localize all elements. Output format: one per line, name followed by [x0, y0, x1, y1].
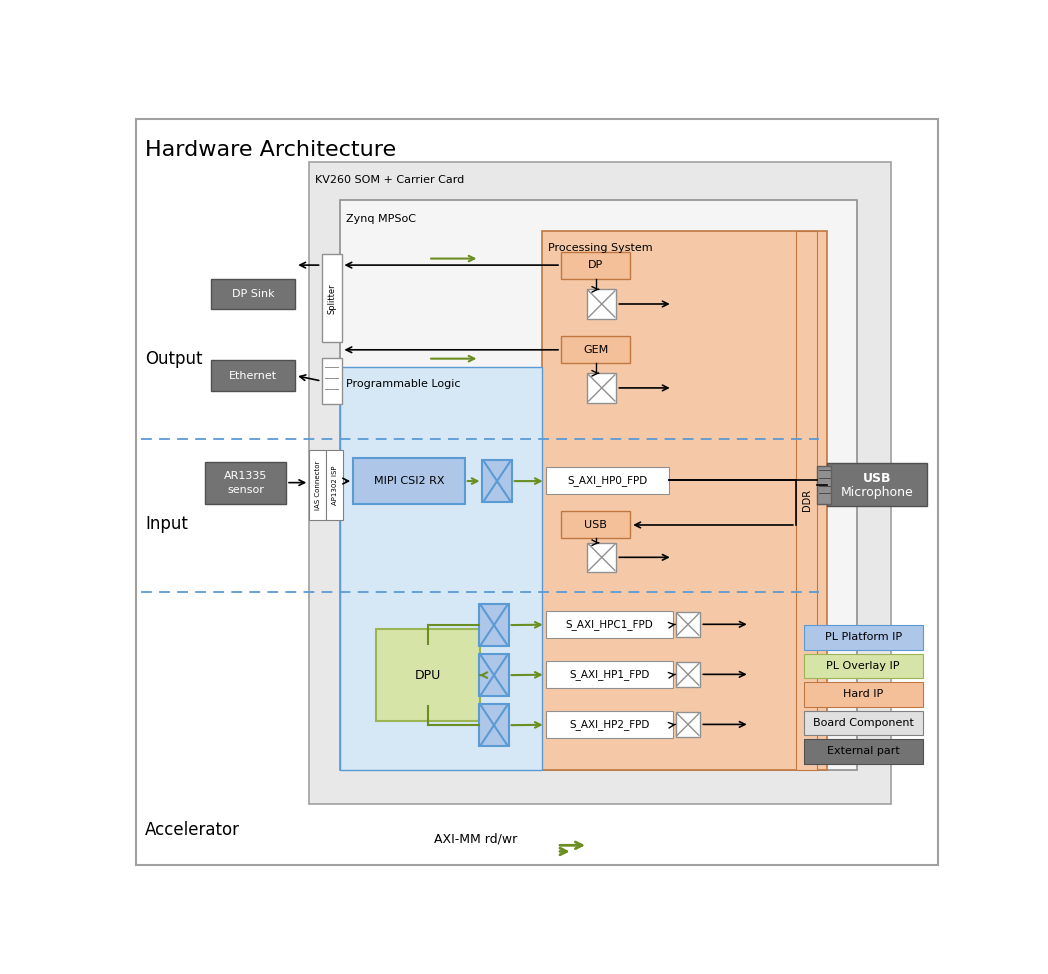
Text: AXI-MM rd/wr: AXI-MM rd/wr	[434, 833, 517, 845]
Bar	[546, 661, 673, 689]
Text: IAS Connector: IAS Connector	[314, 461, 321, 509]
Bar	[561, 251, 630, 279]
Text: DP: DP	[588, 260, 604, 270]
Text: S_AXI_HPC1_FPD: S_AXI_HPC1_FPD	[565, 619, 653, 630]
Bar	[546, 468, 669, 494]
Bar	[676, 612, 700, 637]
Text: Accelerator: Accelerator	[146, 821, 240, 839]
Text: DP Sink: DP Sink	[232, 289, 275, 299]
Text: Board Component: Board Component	[813, 718, 914, 728]
Text: sensor: sensor	[227, 484, 264, 495]
Bar	[587, 373, 616, 402]
Text: AP1302 ISP: AP1302 ISP	[331, 466, 337, 505]
Bar	[827, 464, 926, 506]
Text: Splitter: Splitter	[327, 282, 336, 314]
Bar	[340, 200, 857, 769]
Bar	[676, 712, 700, 736]
Bar	[795, 231, 817, 769]
Bar	[309, 450, 326, 519]
Text: Processing System: Processing System	[548, 244, 653, 253]
Text: Output: Output	[146, 351, 202, 368]
Bar	[340, 367, 542, 769]
Text: S_AXI_HP2_FPD: S_AXI_HP2_FPD	[569, 720, 650, 730]
Text: Input: Input	[146, 515, 188, 533]
Bar	[587, 543, 616, 572]
Bar	[587, 289, 616, 318]
Bar	[482, 460, 511, 503]
Text: USB: USB	[584, 519, 607, 530]
Bar	[322, 254, 342, 343]
Bar	[211, 279, 296, 310]
Bar	[561, 336, 630, 363]
Text: PL Overlay IP: PL Overlay IP	[827, 661, 900, 671]
Bar	[804, 682, 923, 707]
Bar	[546, 711, 673, 738]
Text: Programmable Logic: Programmable Logic	[346, 380, 461, 390]
Bar	[561, 511, 630, 538]
Text: Hard IP: Hard IP	[843, 690, 883, 699]
Bar	[376, 629, 480, 722]
Bar	[546, 612, 673, 638]
Text: DDR: DDR	[802, 489, 811, 511]
Text: AR1335: AR1335	[224, 470, 267, 481]
Bar	[479, 654, 508, 696]
Bar	[817, 466, 831, 505]
Text: External part: External part	[827, 746, 899, 757]
Text: Hardware Architecture: Hardware Architecture	[146, 140, 396, 160]
Bar	[804, 711, 923, 735]
Bar	[804, 739, 923, 764]
Text: DPU: DPU	[415, 668, 441, 682]
Text: Ethernet: Ethernet	[228, 370, 277, 381]
Bar	[479, 604, 508, 647]
Text: GEM: GEM	[583, 345, 608, 355]
Bar	[205, 462, 286, 505]
Bar	[804, 654, 923, 678]
Text: S_AXI_HP1_FPD: S_AXI_HP1_FPD	[569, 669, 650, 680]
Bar	[479, 704, 508, 746]
Bar	[353, 458, 464, 505]
Bar	[211, 360, 296, 391]
Bar	[676, 662, 700, 687]
Text: S_AXI_HP0_FPD: S_AXI_HP0_FPD	[567, 475, 648, 486]
Bar	[542, 231, 827, 769]
Bar	[322, 357, 342, 404]
Text: Microphone: Microphone	[840, 486, 913, 499]
Text: MIPI CSI2 RX: MIPI CSI2 RX	[374, 476, 444, 486]
Bar	[804, 625, 923, 650]
Text: KV260 SOM + Carrier Card: KV260 SOM + Carrier Card	[315, 175, 464, 185]
Text: PL Platform IP: PL Platform IP	[825, 632, 901, 643]
Bar	[326, 450, 343, 519]
Text: Zynq MPSoC: Zynq MPSoC	[346, 214, 416, 224]
Text: USB: USB	[863, 472, 891, 485]
Bar	[309, 162, 891, 805]
